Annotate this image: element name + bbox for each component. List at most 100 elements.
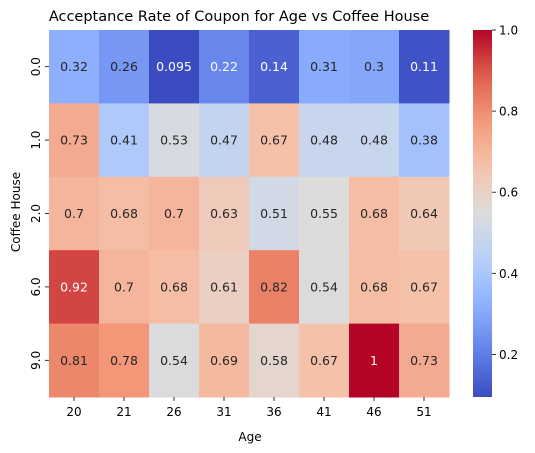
heatmap-cell	[199, 323, 250, 398]
cell-value-label: 0.73	[410, 353, 438, 368]
colorbar-tick-label: 0.2	[499, 348, 518, 362]
cell-value-label: 0.31	[310, 59, 338, 74]
y-tick-label: 0.0	[29, 57, 43, 76]
heatmap-cell	[249, 176, 300, 251]
cell-value-label: 0.68	[110, 206, 138, 221]
heatmap-cell	[349, 250, 400, 325]
heatmap-cell	[199, 103, 250, 178]
heatmap-cell	[349, 103, 400, 178]
heatmap-cell	[349, 30, 400, 104]
heatmap-cell	[399, 103, 450, 178]
cell-value-label: 0.7	[164, 206, 184, 221]
heatmap-cell	[49, 103, 100, 178]
heatmap-cell	[349, 176, 400, 251]
heatmap-cell	[299, 250, 350, 325]
cell-value-label: 0.7	[64, 206, 84, 221]
x-tick-label: 51	[416, 405, 431, 419]
cell-value-label: 0.82	[260, 279, 288, 294]
colorbar-tick-label: 0.6	[499, 186, 518, 200]
heatmap-cell	[49, 30, 100, 104]
cell-value-label: 0.67	[260, 133, 288, 148]
colorbar-tick-label: 0.8	[499, 105, 518, 119]
x-tick-label: 26	[166, 405, 181, 419]
cell-value-label: 0.67	[410, 279, 438, 294]
y-tick-label: 1.0	[29, 131, 43, 150]
y-tick-label: 9.0	[29, 351, 43, 370]
cell-value-label: 0.22	[210, 59, 238, 74]
cell-value-label: 0.64	[410, 206, 438, 221]
chart-title: Acceptance Rate of Coupon for Age vs Cof…	[49, 9, 429, 25]
heatmap-cell	[149, 323, 200, 398]
heatmap-cell	[149, 250, 200, 325]
heatmap-cell	[199, 176, 250, 251]
cell-value-label: 0.14	[260, 59, 288, 74]
cell-value-label: 0.78	[110, 353, 138, 368]
heatmap-cell	[349, 323, 400, 398]
cell-value-label: 1	[370, 353, 378, 368]
x-tick-label: 21	[116, 405, 131, 419]
x-tick-label: 36	[266, 405, 281, 419]
y-axis-ticks: 0.0 1.0 2.0 6.0 9.0	[29, 57, 49, 370]
colorbar-tick-label: 1.0	[499, 24, 518, 38]
heatmap-cell	[399, 30, 450, 104]
cell-value-label: 0.095	[156, 59, 192, 74]
colorbar-ticks: 0.2 0.4 0.6 0.8 1.0	[492, 24, 518, 362]
x-axis-label: Age	[238, 430, 261, 444]
y-axis-label: Coffee House	[9, 172, 23, 252]
heatmap-cell	[399, 176, 450, 251]
heatmap-cell	[299, 176, 350, 251]
heatmap-cell	[249, 323, 300, 398]
cell-value-label: 0.63	[210, 206, 238, 221]
heatmap-cell	[399, 323, 450, 398]
heatmap-cell	[299, 323, 350, 398]
heatmap-cells: 0.32 0.26 0.095 0.22 0.14 0.31 0.3 0.11 0.73 0.41…	[49, 30, 450, 398]
x-tick-label: 20	[66, 405, 81, 419]
cell-value-label: 0.26	[110, 59, 138, 74]
x-tick-label: 41	[316, 405, 331, 419]
cell-value-label: 0.81	[60, 353, 88, 368]
cell-value-label: 0.11	[410, 59, 438, 74]
heatmap-cell	[99, 30, 150, 104]
cell-value-label: 0.58	[260, 353, 288, 368]
heatmap-cell	[49, 176, 100, 251]
cell-value-label: 0.48	[310, 133, 338, 148]
heatmap-cell	[49, 323, 100, 398]
cell-value-label: 0.54	[310, 279, 338, 294]
heatmap-cell	[199, 30, 250, 104]
cell-value-label: 0.47	[210, 133, 238, 148]
colorbar-tick-label: 0.4	[499, 267, 518, 281]
heatmap-cell	[149, 30, 200, 104]
cell-value-label: 0.48	[360, 133, 388, 148]
cell-value-label: 0.41	[110, 133, 138, 148]
heatmap-cell	[99, 176, 150, 251]
cell-value-label: 0.55	[310, 206, 338, 221]
cell-value-label: 0.32	[60, 59, 88, 74]
heatmap-cell	[99, 103, 150, 178]
heatmap-cell	[199, 250, 250, 325]
cell-value-label: 0.51	[260, 206, 288, 221]
cell-value-label: 0.69	[210, 353, 238, 368]
heatmap-cell	[299, 103, 350, 178]
heatmap-cell	[249, 30, 300, 104]
cell-value-label: 0.92	[60, 279, 88, 294]
colorbar	[473, 30, 492, 397]
heatmap-cell	[149, 176, 200, 251]
cell-value-label: 0.3	[364, 59, 384, 74]
heatmap-cell	[249, 250, 300, 325]
cell-value-label: 0.54	[160, 353, 188, 368]
y-tick-label: 2.0	[29, 204, 43, 223]
y-tick-label: 6.0	[29, 277, 43, 296]
x-tick-label: 46	[366, 405, 381, 419]
heatmap-cell	[399, 250, 450, 325]
cell-value-label: 0.68	[160, 279, 188, 294]
cell-value-label: 0.61	[210, 279, 238, 294]
heatmap-cell	[149, 103, 200, 178]
heatmap-cell	[49, 250, 100, 325]
cell-value-label: 0.68	[360, 279, 388, 294]
cell-value-label: 0.73	[60, 133, 88, 148]
cell-value-label: 0.7	[114, 279, 134, 294]
heatmap-cell	[299, 30, 350, 104]
cell-value-label: 0.38	[410, 133, 438, 148]
x-tick-label: 31	[216, 405, 231, 419]
